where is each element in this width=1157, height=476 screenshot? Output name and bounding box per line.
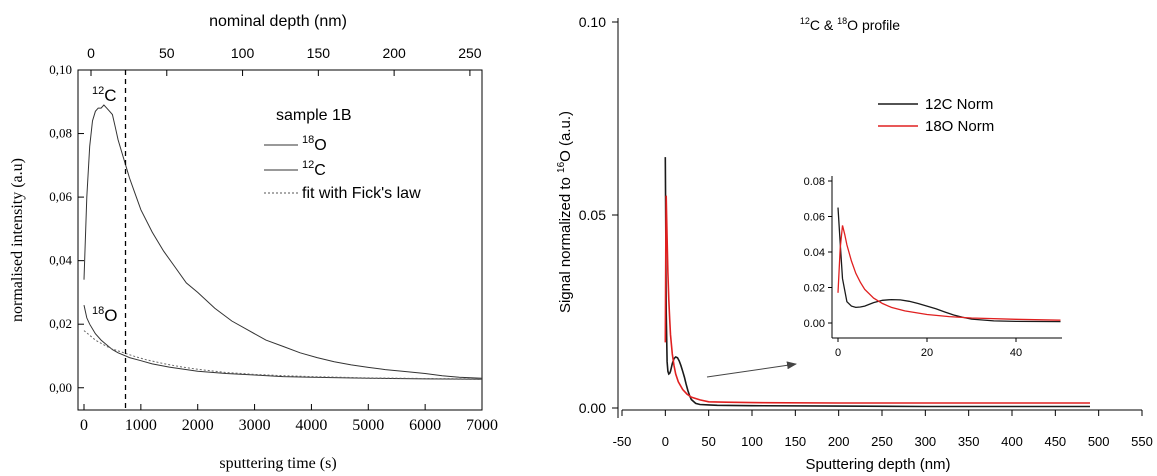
top-tick-label: 0 (87, 45, 95, 61)
legend-label-18o-norm: 18O Norm (925, 118, 994, 135)
inset-y-tick-label: 0.00 (804, 318, 825, 330)
annotation-18o-sup: 18 (92, 305, 104, 317)
inset-pointer-arrow (706, 361, 797, 378)
y-tick-label: 0,08 (49, 126, 72, 141)
y-tick-label: 0,06 (49, 189, 72, 204)
x-tick-label: 7000 (466, 417, 498, 434)
series-12c-norm-line (664, 157, 1090, 408)
right-x-tick-label: 450 (1044, 434, 1066, 449)
right-y-label-pre: Signal normalized to (557, 173, 574, 313)
series-12c-curve (83, 104, 483, 379)
top-tick-label: 100 (231, 45, 255, 61)
right-chart: -50 0 50 100 150 200 250 300 350 400 450 500 550 0.0… (556, 14, 1153, 473)
x-tick-label: 3000 (239, 417, 271, 434)
x-tick-label: 5000 (352, 417, 384, 434)
top-tick-label: 250 (458, 45, 482, 61)
right-x-tick-label: 300 (914, 434, 936, 449)
annotation-18o: 18O (92, 305, 117, 325)
right-x-axis-label: Sputtering depth (nm) (805, 456, 950, 473)
right-x-tick-label: 500 (1088, 434, 1110, 449)
legend-label-12c-norm: 12C Norm (925, 96, 993, 113)
right-chart-title: 12C & 18O profile (800, 16, 900, 33)
title-sup-12: 12 (800, 16, 810, 26)
right-x-tick-label: 0 (662, 434, 669, 449)
right-x-tick-label: -50 (613, 434, 632, 449)
top-tick-label: 200 (382, 45, 406, 61)
legend-title: sample 1B (276, 107, 352, 124)
legend-entry-12c-text: C (314, 162, 326, 179)
right-x-tick-label: 50 (701, 434, 715, 449)
series-18o-curve (83, 304, 483, 380)
right-x-tick-label: 350 (958, 434, 980, 449)
annotation-12c-sup: 12 (92, 85, 104, 97)
right-y-label-post: O (a.u.) (557, 111, 574, 162)
x-axis-label: sputtering time (s) (219, 455, 336, 472)
legend-entry-fit: fit with Fick's law (302, 185, 421, 202)
right-y-tick-label: 0.05 (579, 207, 606, 223)
y-tick-label: 0,10 (49, 62, 72, 77)
legend-entry-12c: 12C (302, 159, 326, 179)
inset-12c-norm-line (837, 207, 1061, 323)
right-y-label-sup: 16 (556, 161, 567, 173)
annotation-18o-text: O (104, 306, 117, 325)
y-tick-label: 0,00 (49, 380, 72, 395)
right-x-tick-label: 250 (871, 434, 893, 449)
inset-y-tick-label: 0.04 (804, 247, 825, 259)
legend-entry-18o-sup: 18 (302, 134, 314, 146)
inset-x-tick-label: 20 (921, 347, 933, 359)
right-x-tick-label: 400 (1001, 434, 1023, 449)
right-legend: 12C Norm 18O Norm (878, 96, 994, 135)
annotation-12c-text: C (104, 86, 116, 105)
x-tick-label: 2000 (182, 417, 214, 434)
top-tick-label: 150 (307, 45, 331, 61)
series-fick-fit-curve (83, 330, 483, 380)
series-18o-norm-line (664, 195, 1090, 404)
left-chart: 0 1000 2000 3000 4000 5000 6000 7000 0,000,020,… (9, 13, 498, 472)
legend-entry-18o-text: O (314, 137, 326, 154)
inset-x-tick-label: 0 (835, 347, 841, 359)
legend-entry-12c-sup: 12 (302, 159, 314, 171)
inset-y-tick-label: 0.08 (804, 176, 825, 188)
right-y-axis-label: Signal normalized to 16O (a.u.) (556, 111, 574, 313)
inset-y-tick-label: 0.06 (804, 212, 825, 224)
inset-18o-norm-line (837, 225, 1061, 321)
y-tick-label: 0,02 (49, 316, 72, 331)
y-axis-label: normalised intensity (a.u) (9, 158, 26, 322)
legend: sample 1B 18O 12C fit with Fick's law (264, 107, 421, 202)
right-x-tick-label: 100 (741, 434, 763, 449)
annotation-12c: 12C (92, 85, 117, 105)
top-tick-label: 50 (159, 45, 175, 61)
right-x-tick-label: 200 (828, 434, 850, 449)
title-part-1: C & (810, 17, 837, 33)
title-sup-18: 18 (837, 16, 847, 26)
right-x-tick-label: 550 (1131, 434, 1153, 449)
right-y-tick-label: 0.10 (579, 14, 606, 30)
y-tick-label: 0,04 (49, 253, 72, 268)
legend-entry-18o: 18O (302, 134, 327, 154)
title-part-2: O profile (847, 17, 900, 33)
left-plot-frame (77, 69, 483, 411)
inset-chart: 0 20 40 0.00 0.02 0.04 0.06 0.08 (804, 176, 1062, 359)
inset-x-tick-label: 40 (1010, 347, 1022, 359)
x-tick-label: 0 (80, 417, 88, 434)
right-x-tick-label: 150 (784, 434, 806, 449)
x-tick-label: 1000 (125, 417, 157, 434)
right-y-tick-label: 0.00 (579, 400, 606, 416)
x-tick-label: 4000 (295, 417, 327, 434)
x-tick-label: 6000 (409, 417, 441, 434)
top-axis-label: nominal depth (nm) (209, 13, 347, 30)
inset-y-tick-label: 0.02 (804, 283, 825, 295)
